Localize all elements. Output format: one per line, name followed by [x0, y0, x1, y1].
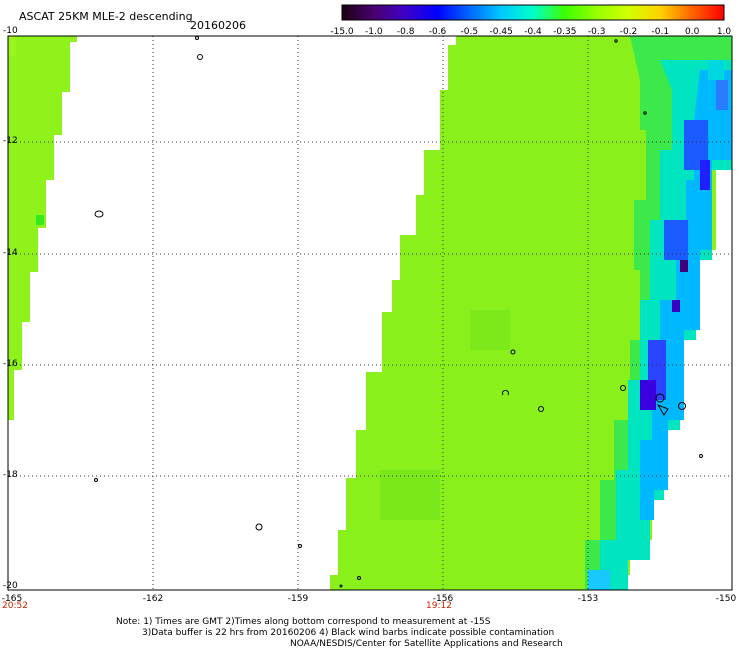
product-title: ASCAT 25KM MLE-2 descending — [19, 10, 193, 23]
lon-label-162: -162 — [142, 594, 164, 604]
lat-label-16: -16 — [3, 359, 18, 369]
color-scale-label: -1.0 — [365, 27, 383, 37]
color-scale-label: -0.45 — [489, 27, 513, 37]
color-scale-label: -0.5 — [460, 27, 479, 37]
color-scale-label: -0.35 — [553, 27, 577, 37]
color-scale-label: -0.2 — [619, 27, 638, 37]
main-swath — [330, 36, 732, 590]
lat-label-18: -18 — [3, 470, 18, 480]
lon-label-150: -150 — [715, 594, 737, 604]
lon-label-156: -156 — [432, 594, 454, 604]
island-outlines — [94, 36, 703, 588]
color-scale-label: -0.1 — [651, 27, 670, 37]
lon-label-153: -153 — [577, 594, 599, 604]
time-label-mid: 19:12 — [426, 601, 452, 611]
color-scale-label: 1.0 — [716, 27, 732, 37]
lon-label-165: -165 — [1, 594, 23, 604]
time-label-left: 20:52 — [2, 601, 28, 611]
footer-note-1: Note: 1) Times are GMT 2)Times along bot… — [116, 617, 491, 627]
color-scale-label: -0.3 — [587, 27, 606, 37]
left-swath — [8, 36, 77, 420]
lon-label-159: -159 — [287, 594, 309, 604]
color-scale-label: 0.0 — [684, 27, 700, 37]
color-scale-label: -15.0 — [330, 27, 354, 37]
lat-label-14: -14 — [3, 248, 18, 258]
lat-label-12: -12 — [3, 136, 18, 146]
color-scale-label: -0.6 — [428, 27, 447, 37]
footer-note-2: 3)Data buffer is 22 hrs from 20160206 4)… — [142, 628, 555, 638]
color-scale-label: -0.4 — [524, 27, 542, 37]
lat-label-10: -10 — [3, 26, 18, 36]
lat-label-20: -20 — [3, 581, 18, 591]
color-scale-label: -0.8 — [396, 27, 415, 37]
product-date: 20160206 — [190, 19, 246, 32]
footer-note-3: NOAA/NESDIS/Center for Satellite Applica… — [290, 639, 563, 649]
map-frame — [7, 35, 733, 591]
color-scale-bar — [341, 4, 725, 21]
color-scale-gradient — [341, 4, 725, 21]
